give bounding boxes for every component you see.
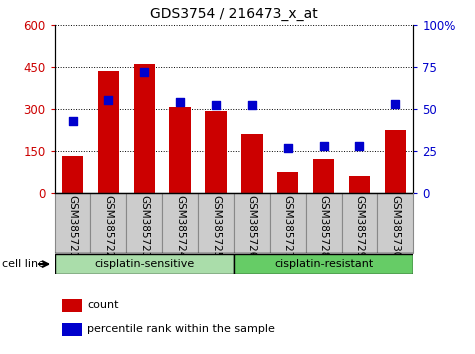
Text: cisplatin-sensitive: cisplatin-sensitive — [94, 259, 194, 269]
Text: GSM385723: GSM385723 — [139, 195, 149, 258]
Text: GSM385729: GSM385729 — [354, 195, 364, 258]
Bar — [133, 64, 155, 193]
Text: GSM385724: GSM385724 — [175, 195, 185, 258]
Bar — [349, 176, 370, 193]
Bar — [205, 111, 227, 193]
Bar — [62, 156, 83, 193]
Bar — [342, 193, 378, 253]
Point — [104, 98, 112, 103]
Bar — [378, 193, 413, 253]
Text: GSM385722: GSM385722 — [104, 195, 114, 258]
Title: GDS3754 / 216473_x_at: GDS3754 / 216473_x_at — [150, 7, 318, 21]
Bar — [313, 159, 334, 193]
Bar — [55, 254, 234, 274]
Text: count: count — [87, 300, 118, 310]
Text: GSM385730: GSM385730 — [390, 195, 400, 258]
Point — [320, 143, 327, 149]
Bar — [126, 193, 162, 253]
Bar — [98, 71, 119, 193]
Point — [356, 143, 363, 149]
Point — [212, 103, 220, 108]
Bar — [306, 193, 342, 253]
Text: GSM385725: GSM385725 — [211, 195, 221, 258]
Text: GSM385727: GSM385727 — [283, 195, 293, 258]
Text: percentile rank within the sample: percentile rank within the sample — [87, 324, 275, 334]
Bar — [198, 193, 234, 253]
Point — [176, 99, 184, 105]
Bar — [162, 193, 198, 253]
Text: cell line: cell line — [2, 259, 46, 269]
Bar — [241, 134, 263, 193]
Point — [141, 69, 148, 75]
Bar — [62, 323, 82, 336]
Point — [69, 118, 76, 124]
Bar — [91, 193, 126, 253]
Bar — [234, 193, 270, 253]
Bar — [55, 193, 91, 253]
Bar — [385, 130, 406, 193]
Bar — [170, 108, 191, 193]
Point — [391, 101, 399, 107]
Bar — [277, 172, 298, 193]
Bar — [62, 299, 82, 312]
Text: GSM385721: GSM385721 — [67, 195, 77, 258]
Text: cisplatin-resistant: cisplatin-resistant — [274, 259, 373, 269]
Point — [284, 145, 292, 150]
Bar — [270, 193, 306, 253]
Point — [248, 103, 256, 108]
Text: GSM385728: GSM385728 — [319, 195, 329, 258]
Text: GSM385726: GSM385726 — [247, 195, 257, 258]
Bar — [234, 254, 413, 274]
